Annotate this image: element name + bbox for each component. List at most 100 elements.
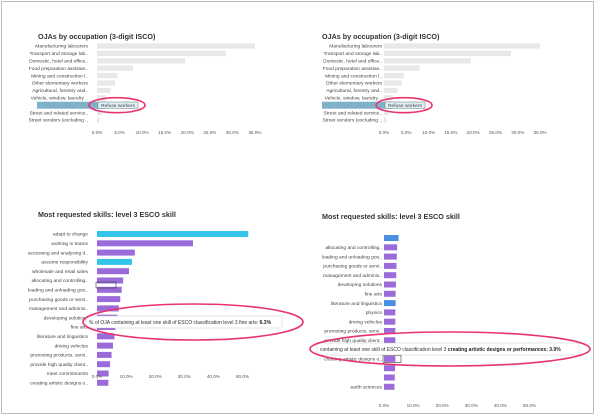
bar (97, 87, 111, 94)
category-label: Domestic, hotel and office.. (323, 59, 382, 65)
bar (97, 351, 112, 358)
x-tick-label: 10.0% (136, 130, 149, 135)
x-tick-label: 30.0% (511, 130, 524, 135)
category-label: promoting products, servi.. (324, 329, 382, 335)
category-label: Other elementary workers (326, 81, 383, 87)
category-label: loading and unloading goo.. (28, 288, 88, 294)
bar (97, 80, 116, 86)
x-tick-label: 35.0% (534, 130, 547, 135)
x-tick-label: 20.0% (181, 130, 194, 135)
panel-occupation-right: OJAs by occupation (3-digit ISCO) Manufac… (322, 32, 547, 135)
category-label: earth sciences (350, 385, 382, 391)
bar (97, 342, 113, 349)
chart-title: OJAs by occupation (3-digit ISCO) (38, 32, 156, 41)
category-label: driving vehicles (349, 319, 383, 325)
bar (97, 379, 109, 386)
x-tick-label: 0.0% (379, 403, 389, 408)
bar (97, 95, 107, 101)
x-tick-label: 0.0% (92, 374, 102, 379)
category-label: meet commitments (47, 371, 89, 377)
category-label: provide high quality client.. (30, 362, 88, 368)
selected-row-band (37, 101, 105, 109)
tooltip-text: % of OJA containing at least one skill o… (89, 320, 272, 326)
bar (384, 281, 396, 288)
bar (97, 333, 115, 340)
category-label: allocating and controlling.. (325, 245, 382, 251)
bar (384, 109, 389, 116)
bar (97, 277, 124, 284)
highlight-ellipse (375, 96, 433, 114)
category-label: Food preparation assistan.. (323, 66, 382, 72)
bar (384, 300, 396, 307)
category-label: allocating and controlling.. (31, 278, 88, 284)
bar (97, 286, 122, 293)
category-label: provide high quality client.. (324, 338, 382, 344)
x-tick-label: 20.0% (436, 403, 449, 408)
x-tick-label: 40.0% (494, 403, 507, 408)
x-tick-label: 50.0% (236, 374, 249, 379)
bar (384, 328, 396, 334)
bar (384, 235, 399, 241)
bar (384, 43, 541, 49)
category-label: Transport and storage lab.. (29, 51, 88, 57)
category-label: Vehicle, window, laundry .. (31, 96, 88, 102)
selected-row-band (322, 101, 392, 109)
bar (97, 258, 132, 265)
category-label: developing solutions (44, 315, 89, 321)
bar (384, 244, 398, 251)
category-label: Vehicle, window, laundry .. (325, 96, 382, 102)
category-label: Agricultural, forestry and.. (32, 88, 88, 94)
bar (384, 337, 396, 344)
bar (384, 58, 471, 64)
chart-title: Most requested skills: level 3 ESCO skil… (322, 212, 460, 221)
bar (384, 80, 402, 86)
category-label: management and adminis.. (323, 273, 382, 279)
category-label: Mining and construction l.. (325, 73, 382, 79)
category-label: Domestic, hotel and office.. (29, 59, 88, 65)
chart-title: Most requested skills: level 3 ESCO skil… (38, 210, 176, 219)
bar (384, 355, 396, 362)
category-label: fine arts (365, 292, 383, 298)
hovered-bar-outline (95, 281, 117, 289)
bar (97, 109, 102, 116)
x-tick-label: 5.0% (401, 130, 411, 135)
bar (97, 361, 111, 368)
category-label: developing solutions (338, 282, 383, 288)
hovered-bar-outline (382, 355, 402, 363)
bar (97, 72, 118, 79)
selected-label-box (384, 101, 426, 109)
category-label: creating artistic designs o.. (324, 357, 382, 363)
bar (384, 117, 387, 123)
bar (97, 240, 193, 247)
category-label: purchasing goods or servi.. (29, 297, 88, 303)
x-tick-label: 10.0% (120, 374, 133, 379)
highlight-ellipse (309, 331, 591, 367)
bar (384, 50, 512, 57)
x-tick-label: 50.0% (523, 403, 536, 408)
bar (384, 72, 405, 79)
category-label: purchasing goods or servi.. (323, 264, 382, 270)
bar (384, 95, 393, 101)
tooltip-value: 6.3% (260, 320, 272, 326)
x-tick-label: 25.0% (203, 130, 216, 135)
bar (384, 383, 395, 390)
bar (384, 253, 397, 260)
category-label: accessing and analysing d.. (28, 250, 88, 256)
category-label: promoting products, servi.. (30, 353, 88, 359)
category-label: Other elementary workers (32, 81, 89, 87)
bar (384, 318, 396, 325)
category-label: Manufacturing labourers (35, 44, 88, 50)
x-tick-label: 30.0% (226, 130, 239, 135)
category-label: assume responsibility (41, 260, 88, 266)
category-label: management and adminis.. (29, 306, 88, 312)
highlighted-category-label: Refuse workers (101, 103, 136, 109)
bar (384, 365, 396, 372)
category-label: Street and related service.. (324, 110, 382, 116)
panel-skills-left: Most requested skills: level 3 ESCO skil… (28, 210, 304, 387)
x-tick-label: 25.0% (489, 130, 502, 135)
bar (97, 58, 186, 64)
panel-occupation-left: OJAs by occupation (3-digit ISCO) Manufac… (28, 32, 261, 135)
panel-skills-right: Most requested skills: level 3 ESCO skil… (309, 212, 591, 408)
bar (97, 370, 109, 377)
